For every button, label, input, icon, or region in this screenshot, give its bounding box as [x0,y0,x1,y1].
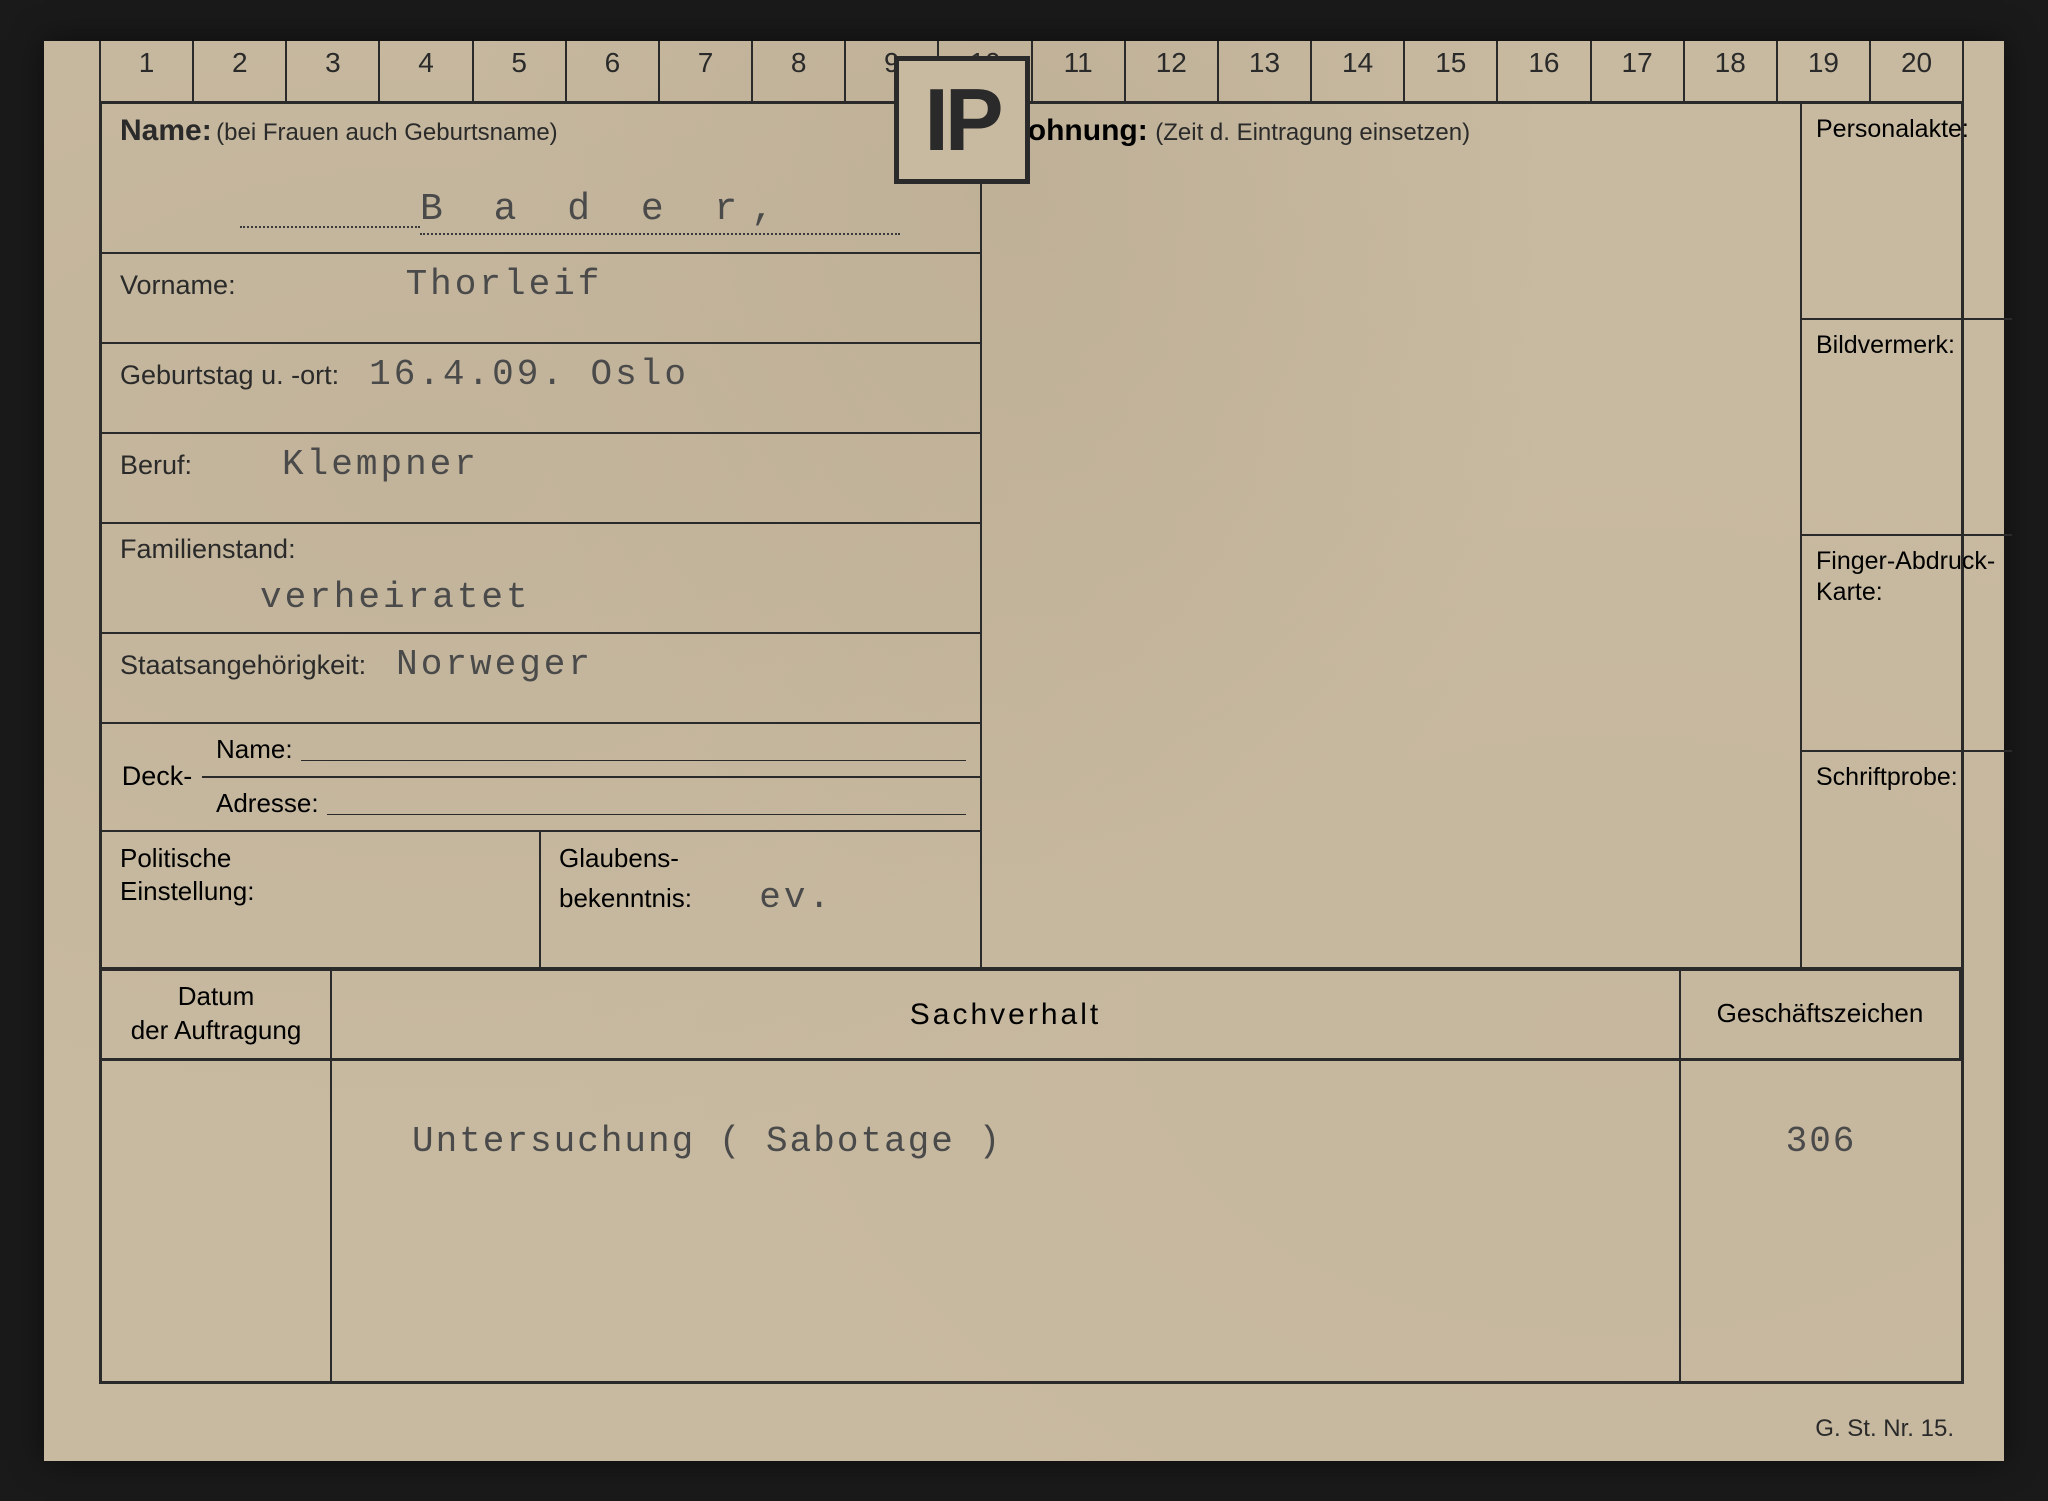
dotted-line [240,188,420,228]
ruler-tick: 15 [1403,41,1496,101]
beruf-value: Klempner [282,444,479,485]
geburtstag-value: 16.4.09. Oslo [369,354,689,395]
glaubens-label: Glaubens- bekenntnis: [559,843,692,914]
geburtstag-field: Geburtstag u. -ort: 16.4.09. Oslo [102,344,980,434]
ruler-tick: 17 [1590,41,1683,101]
ruler-tick: 13 [1217,41,1310,101]
main-form-grid: IP Name: (bei Frauen auch Geburtsname) B… [99,101,1964,971]
politische-field: Politische Einstellung: [102,832,541,967]
familienstand-field: Familienstand: verheiratet [102,524,980,634]
geschaft-header: Geschäftszeichen [1681,971,1961,1061]
finger-box: Finger-Abdruck- Karte: [1802,536,2012,752]
ruler-tick: 16 [1496,41,1589,101]
familienstand-value: verheiratet [260,577,531,618]
wohnung-sublabel: (Zeit d. Eintragung einsetzen) [1155,119,1470,146]
ruler-tick: 2 [192,41,285,101]
ruler-tick: 12 [1124,41,1217,101]
ruler-tick: 11 [1031,41,1124,101]
sachverhalt-header: Sachverhalt [332,971,1681,1061]
schriftprobe-box: Schriftprobe: [1802,752,2012,966]
personalakte-box: Personalakte: [1802,104,2012,320]
staats-field: Staatsangehörigkeit: Norweger [102,634,980,724]
familienstand-label: Familienstand: [120,534,296,565]
vorname-label: Vorname: [120,270,236,301]
ip-badge: IP [894,56,1030,184]
wohnung-header: Wohnung: (Zeit d. Eintragung einsetzen) [982,104,1800,158]
sachverhalt-cell: Untersuchung ( Sabotage ) [332,1061,1681,1381]
datum-header: Datum der Auftragung [102,971,332,1061]
staats-label: Staatsangehörigkeit: [120,650,366,681]
ruler-tick: 6 [565,41,658,101]
wohnung-column: Wohnung: (Zeit d. Eintragung einsetzen) [982,104,1802,967]
datum-cell [102,1061,332,1381]
staats-value: Norweger [396,644,593,685]
ruler-tick: 4 [378,41,471,101]
deck-name-field: Name: [202,724,980,778]
left-column: Name: (bei Frauen auch Geburtsname) B a … [102,104,982,967]
vorname-field: Vorname: Thorleif [102,254,980,344]
deck-label: Deck- [102,724,202,830]
ruler-tick: 3 [285,41,378,101]
ruler-tick: 7 [658,41,751,101]
right-column: Personalakte: Bildvermerk: Finger-Abdruc… [1802,104,2012,967]
deck-adresse-field: Adresse: [202,778,980,830]
vorname-value: Thorleif [406,264,603,305]
name-label: Name: [120,116,212,146]
glaubens-field: Glaubens- bekenntnis: ev. [541,832,980,967]
ruler-tick: 5 [472,41,565,101]
ip-badge-text: IP [924,69,999,171]
ruler-tick: 20 [1869,41,1964,101]
lower-grid: Datum der Auftragung Sachverhalt Geschäf… [99,971,1964,1384]
geburtstag-label: Geburtstag u. -ort: [120,360,339,391]
bottom-split: Politische Einstellung: Glaubens- bekenn… [102,832,980,967]
ruler-tick: 1 [99,41,192,101]
name-value: B a d e r, [420,188,900,235]
ruler-tick: 8 [751,41,844,101]
glaubens-value: ev. [759,877,833,918]
name-sublabel: (bei Frauen auch Geburtsname) [216,119,558,146]
form-id: G. St. Nr. 15. [1815,1415,1954,1443]
ruler-tick: 14 [1310,41,1403,101]
ruler-tick: 18 [1683,41,1776,101]
beruf-label: Beruf: [120,450,192,481]
beruf-field: Beruf: Klempner [102,434,980,524]
bildvermerk-box: Bildvermerk: [1802,320,2012,536]
index-card: 1 2 3 4 5 6 7 8 9 10 11 12 13 14 15 16 1… [44,41,2004,1461]
ruler-tick: 19 [1776,41,1869,101]
name-field: Name: (bei Frauen auch Geburtsname) B a … [102,104,980,254]
deck-field: Deck- Name: Adresse: [102,724,980,832]
geschaft-cell: 306 [1681,1061,1961,1381]
